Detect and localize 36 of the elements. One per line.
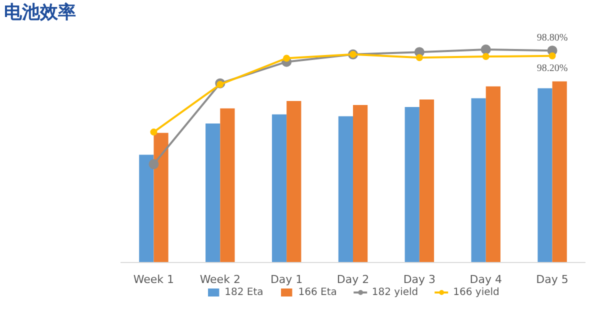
legend-label: 166 yield bbox=[453, 286, 500, 298]
bar bbox=[338, 116, 353, 262]
x-tick-label: Day 2 bbox=[336, 273, 370, 286]
bar bbox=[154, 132, 168, 262]
legend-label: 166 Eta bbox=[298, 286, 337, 298]
bar bbox=[353, 105, 368, 262]
bar bbox=[404, 106, 420, 262]
point bbox=[150, 128, 158, 136]
point bbox=[416, 54, 423, 62]
point bbox=[216, 80, 224, 88]
bar bbox=[139, 154, 154, 262]
bar bbox=[206, 124, 220, 262]
bar bbox=[471, 98, 486, 262]
point bbox=[548, 52, 556, 60]
x-tick-label: Day 5 bbox=[536, 273, 568, 286]
bar bbox=[286, 100, 302, 262]
bar bbox=[220, 108, 235, 262]
bar bbox=[538, 88, 552, 262]
x-tick-label: Day 3 bbox=[403, 273, 436, 286]
point bbox=[148, 159, 159, 170]
x-tick-label: Day 1 bbox=[270, 273, 303, 286]
x-tick-label: Day 4 bbox=[470, 273, 502, 286]
point bbox=[482, 53, 490, 60]
x-tick-label: Week 2 bbox=[200, 273, 240, 286]
bar bbox=[272, 114, 287, 262]
x-tick-label: Week 1 bbox=[133, 273, 174, 286]
annotation: 98.80% bbox=[536, 32, 568, 44]
bar bbox=[552, 81, 567, 262]
point bbox=[283, 54, 290, 62]
bar bbox=[419, 100, 434, 262]
legend-label: 182 Eta bbox=[224, 286, 264, 298]
annotation: 98.20% bbox=[536, 62, 568, 74]
legend-label: 182 yield bbox=[372, 286, 418, 298]
chart-title: 电池效率 bbox=[4, 1, 76, 25]
bar bbox=[486, 86, 500, 262]
point bbox=[480, 44, 491, 55]
